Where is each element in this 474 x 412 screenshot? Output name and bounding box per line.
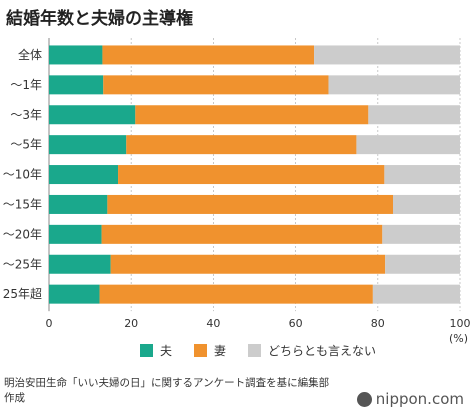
category-label: 〜15年 (3, 197, 42, 211)
bar-segment-3 (356, 135, 460, 155)
source-note: 明治安田生命「いい夫婦の日」に関するアンケート調査を基に編集部作成 (4, 377, 330, 404)
bar-segment-1 (49, 165, 119, 185)
category-label: 〜5年 (10, 138, 42, 152)
bar-segment-1 (49, 45, 103, 65)
bar-segment-2 (101, 224, 383, 244)
bar-segment-2 (107, 194, 394, 214)
legend-swatch (248, 344, 262, 357)
category-label: 〜1年 (10, 78, 42, 92)
bar-segment-1 (49, 224, 102, 244)
legend-item: 夫 (140, 342, 172, 359)
legend-label: 夫 (160, 344, 173, 358)
bar-segment-3 (382, 224, 460, 244)
bars (49, 45, 460, 304)
x-tick-label: 40 (206, 317, 220, 330)
category-label: 〜20年 (3, 227, 42, 241)
chart-title: 結婚年数と夫婦の主導権 (6, 9, 193, 29)
bar-segment-3 (384, 165, 460, 185)
bar-segment-2 (118, 165, 385, 185)
category-label: 25年超 (3, 286, 42, 301)
bar-segment-3 (368, 105, 460, 125)
logo-icon (356, 391, 372, 407)
bar-segment-1 (49, 135, 127, 155)
category-label: 〜3年 (10, 108, 42, 122)
legend: 夫 妻 どちらとも言えない (140, 342, 376, 359)
x-tick-label: 100 (450, 317, 471, 330)
bar-segment-1 (49, 194, 108, 214)
bar-segment-3 (372, 284, 460, 304)
bar-segment-2 (102, 45, 315, 65)
bar-segment-3 (314, 45, 460, 65)
x-tick-label: 80 (371, 317, 385, 330)
bar-segment-2 (110, 254, 386, 274)
x-tick-label: 20 (124, 317, 138, 330)
x-tick-label: 60 (289, 317, 303, 330)
logo-text: nippon.com (375, 390, 464, 408)
bar-segment-1 (49, 284, 100, 304)
legend-swatch (140, 344, 153, 357)
bar-segment-1 (49, 254, 111, 274)
bar-segment-1 (49, 105, 136, 125)
bar-segment-3 (385, 254, 460, 274)
legend-label: 妻 (214, 344, 227, 358)
unit-label: (%) (449, 332, 468, 345)
x-axis-ticks: 0 20 40 60 80 100 (46, 317, 471, 330)
category-label: 全体 (18, 47, 42, 62)
category-labels: 全体〜1年〜3年〜5年〜10年〜15年〜20年〜25年 25年超 (3, 47, 42, 301)
bar-segment-3 (393, 194, 460, 214)
category-label: 〜10年 (3, 168, 42, 182)
nippon-logo: nippon.com (356, 390, 464, 408)
bar-segment-2 (103, 75, 329, 95)
legend-label: どちらとも言えない (268, 344, 377, 358)
category-label: 〜25年 (3, 257, 42, 271)
bar-segment-2 (135, 105, 369, 125)
legend-item: どちらとも言えない (248, 342, 376, 359)
bar-segment-3 (328, 75, 460, 95)
bar-segment-2 (126, 135, 357, 155)
legend-item: 妻 (194, 342, 226, 359)
legend-swatch (194, 344, 208, 357)
bar-segment-2 (99, 284, 373, 304)
bar-segment-1 (49, 75, 104, 95)
x-tick-label: 0 (46, 317, 53, 330)
